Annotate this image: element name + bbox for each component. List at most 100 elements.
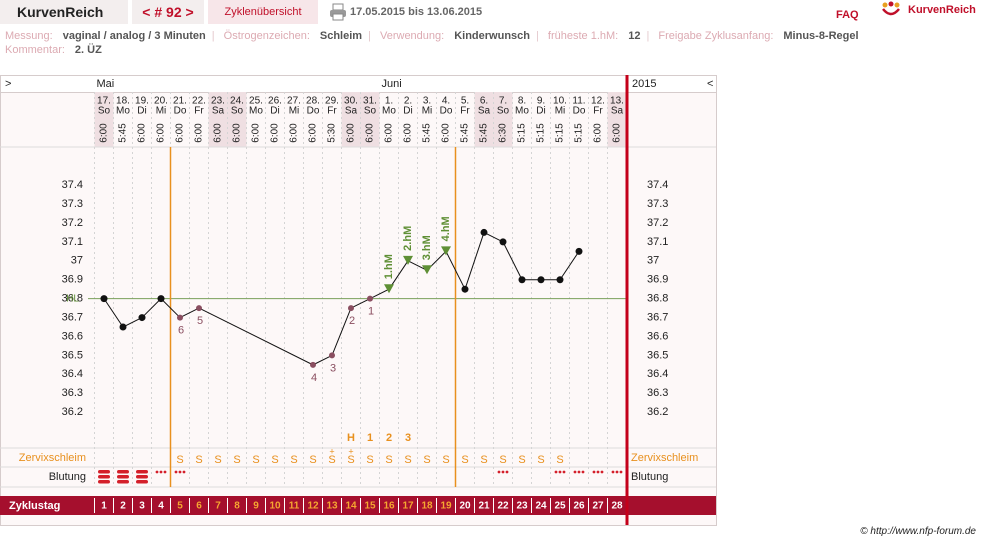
mucus-entry: S: [518, 454, 525, 466]
bleeding-bar: [117, 475, 129, 479]
bleeding-dot: [577, 470, 581, 474]
bleeding-mark: [497, 470, 509, 474]
temperature-point: [575, 247, 583, 255]
day-label: 7.: [499, 96, 507, 107]
weekday-label: Fr: [593, 106, 603, 117]
peak-label: 2: [386, 432, 392, 444]
weekday-label: Mo: [382, 106, 396, 117]
cycle-day-label: Zyklustag: [9, 500, 60, 512]
bleeding-dot: [505, 470, 509, 474]
cycle-nav[interactable]: < # 92 >: [132, 0, 204, 24]
comment-row: Kommentar: 2. ÜZ: [5, 44, 108, 56]
temperature-point: [537, 276, 545, 284]
bleeding-dot: [562, 470, 566, 474]
cycle-day: 27: [592, 501, 604, 512]
temperature-point: [461, 285, 469, 293]
time-label: 6:00: [251, 123, 262, 143]
date-range: 17.05.2015 bis 13.06.2015: [350, 6, 483, 18]
day-label: 11.: [572, 96, 585, 107]
day-label: 5.: [461, 96, 469, 107]
cycle-day: 19: [440, 501, 452, 512]
weekend-shade: [360, 92, 380, 147]
mucus-mark: +: [329, 446, 334, 456]
time-label: 5:30: [327, 123, 338, 143]
low-marker: [196, 305, 202, 312]
time-label: 6:00: [593, 123, 604, 143]
weekday-label: Mo: [116, 106, 130, 117]
weekday-label: Mi: [422, 106, 433, 117]
temperature-segment: [483, 231, 504, 243]
weekday-label: Di: [403, 106, 412, 117]
faq-link[interactable]: FAQ: [836, 9, 859, 21]
bleeding-dot: [615, 470, 619, 474]
cycle-day: 11: [289, 501, 300, 512]
weekday-label: Di: [137, 106, 146, 117]
mucus-label: Zervixschleim: [19, 452, 86, 464]
temperature-segment: [198, 307, 314, 366]
comment-value: 2. ÜZ: [74, 44, 102, 56]
day-label: 2.: [404, 96, 412, 107]
bleeding-label: Blutung: [49, 471, 86, 483]
y-tick-label-right: 36.9: [647, 274, 668, 286]
low-label: 2: [349, 315, 355, 327]
month-label: Mai: [97, 78, 115, 90]
cycle-day: 5: [177, 501, 183, 512]
temperature-point: [157, 295, 165, 303]
bleeding-dot: [558, 470, 562, 474]
year-label: 2015: [632, 78, 656, 90]
day-label: 28.: [306, 96, 320, 107]
day-label: 29.: [325, 96, 339, 107]
print-icon[interactable]: [329, 3, 347, 27]
y-tick-label-right: 36.8: [647, 293, 668, 305]
y-tick-label-right: 36.3: [647, 387, 668, 399]
day-label: 19.: [135, 96, 149, 107]
time-label: 6:00: [346, 123, 357, 143]
y-tick-label-right: 37.1: [647, 236, 668, 248]
high-label: 4.hM: [440, 216, 452, 241]
weekend-shade: [474, 92, 494, 147]
weekday-label: Do: [174, 106, 187, 117]
time-label: 6:00: [308, 123, 319, 143]
mucus-entry: S: [461, 454, 468, 466]
cycle-day: 24: [535, 501, 547, 512]
day-label: 20.: [154, 96, 168, 107]
temperature-point: [499, 238, 507, 246]
temperature-segment: [502, 241, 523, 280]
time-label: 6:00: [441, 123, 452, 143]
toggle-right[interactable]: <: [707, 78, 713, 90]
y-tick-label: 36.5: [62, 349, 83, 361]
cycle-day: 2: [120, 501, 126, 512]
cycle-day: 14: [345, 501, 357, 512]
mucus-entry: S: [309, 454, 316, 466]
temperature-segment: [445, 251, 466, 290]
bleeding-bar: [98, 470, 110, 474]
low-marker: [367, 295, 373, 302]
y-tick-label-right: 37.2: [647, 217, 668, 229]
mucus-entry: S: [271, 454, 278, 466]
time-label: 5:45: [422, 123, 433, 143]
cycle-day: 4: [158, 501, 164, 512]
coverline-label: HL: [66, 293, 79, 304]
info-value: Kinderwunsch: [454, 30, 530, 42]
cycle-day: 7: [215, 501, 221, 512]
weekday-label: Do: [573, 106, 586, 117]
temperature-point: [100, 295, 108, 303]
info-value: 12: [628, 30, 641, 42]
logo-icon: [882, 1, 900, 16]
cycle-day: 22: [497, 501, 509, 512]
day-label: 8.: [518, 96, 526, 107]
bleeding-dot: [155, 470, 159, 474]
temperature-point: [138, 314, 146, 322]
time-label: 6:00: [99, 123, 110, 143]
temperature-segment: [331, 307, 352, 356]
bleeding-bar: [117, 480, 129, 484]
temperature-point: [556, 276, 564, 284]
overview-button[interactable]: Zyklenübersicht: [208, 0, 318, 24]
bleeding-mark: [611, 470, 623, 474]
time-label: 6:00: [194, 123, 205, 143]
time-label: 5:15: [517, 123, 528, 143]
info-label: Östrogenzeichen:: [223, 30, 310, 42]
weekday-label: Mi: [156, 106, 167, 117]
toggle-left[interactable]: >: [5, 78, 11, 90]
mucus-entry: S: [176, 454, 183, 466]
